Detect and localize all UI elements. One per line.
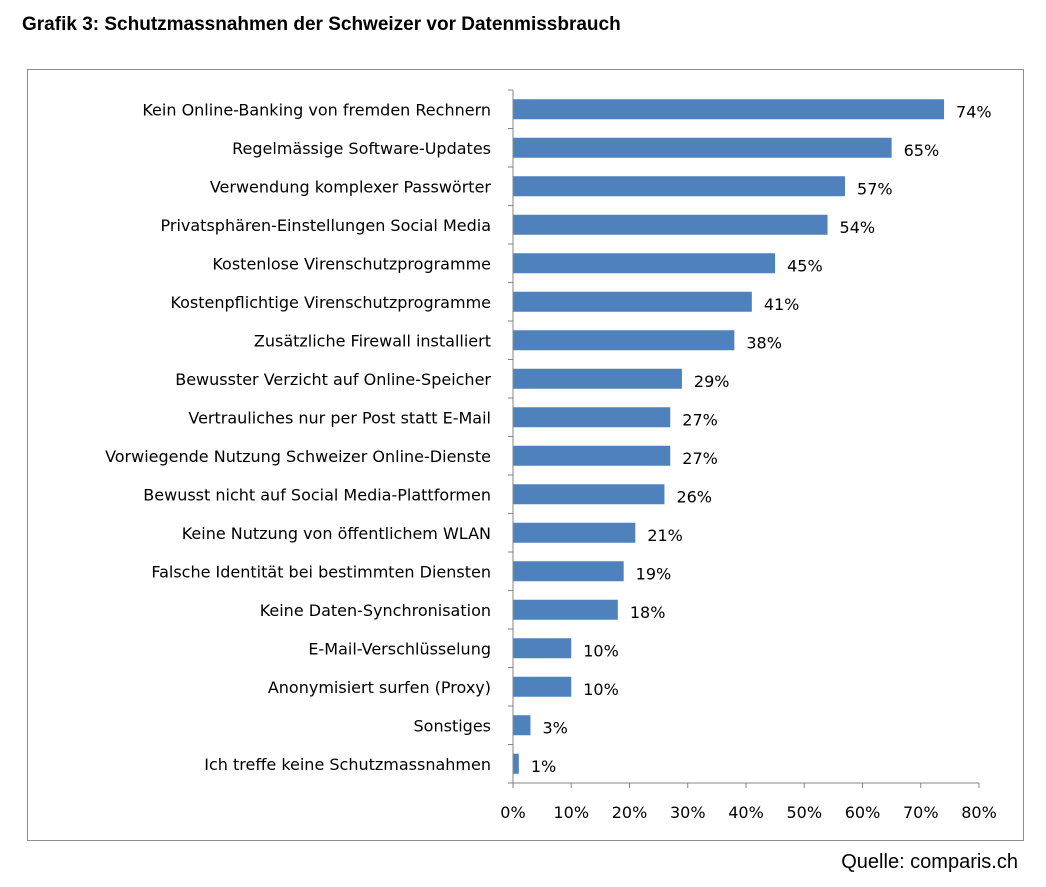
category-label: Vertrauliches nur per Post statt E-Mail [188, 408, 491, 427]
value-label: 38% [746, 333, 782, 352]
value-label: 10% [583, 680, 619, 699]
category-label: Keine Daten-Synchronisation [260, 601, 491, 620]
value-label: 65% [904, 141, 940, 160]
bar [513, 176, 846, 197]
category-label: Privatsphären-Einstellungen Social Media [161, 216, 491, 235]
value-label: 54% [840, 218, 876, 237]
source-note: Quelle: comparis.ch [841, 851, 1018, 873]
bar [513, 407, 671, 428]
bar [513, 253, 776, 274]
bar-chart: Kein Online-Banking von fremden Rechnern… [105, 89, 997, 822]
value-label: 18% [630, 603, 666, 622]
bar [513, 522, 636, 543]
x-tick-label: 60% [845, 803, 881, 822]
value-label: 57% [857, 179, 893, 198]
chart-frame: Kein Online-Banking von fremden Rechnern… [27, 69, 1024, 841]
x-tick-label: 20% [612, 803, 648, 822]
value-label: 19% [636, 564, 672, 583]
x-tick-label: 0% [500, 803, 525, 822]
bar [513, 291, 752, 312]
category-label: Vorwiegende Nutzung Schweizer Online-Die… [105, 447, 491, 466]
category-label: Anonymisiert surfen (Proxy) [268, 678, 491, 697]
bar [513, 99, 945, 120]
bar [513, 638, 572, 659]
page-title: Grafik 3: Schutzmassnahmen der Schweizer… [22, 14, 621, 35]
value-label: 74% [956, 102, 992, 121]
category-label: Zusätzliche Firewall installiert [254, 331, 491, 350]
x-tick-label: 30% [670, 803, 706, 822]
bar [513, 368, 682, 389]
bar [513, 484, 665, 505]
x-tick-label: 80% [961, 803, 997, 822]
bar [513, 753, 519, 774]
value-label: 1% [531, 757, 556, 776]
x-tick-label: 40% [728, 803, 764, 822]
category-label: Bewusster Verzicht auf Online-Speicher [175, 370, 491, 389]
bar [513, 676, 572, 697]
category-label: Kein Online-Banking von fremden Rechnern [142, 100, 491, 119]
category-label: Ich treffe keine Schutzmassnahmen [204, 755, 491, 774]
value-label: 29% [694, 372, 730, 391]
bar [513, 214, 828, 235]
value-label: 27% [682, 449, 718, 468]
value-label: 10% [583, 641, 619, 660]
category-label: Keine Nutzung von öffentlichem WLAN [182, 524, 491, 543]
value-label: 45% [787, 256, 823, 275]
category-label: Sonstiges [414, 716, 491, 735]
x-tick-label: 10% [553, 803, 589, 822]
bar [513, 561, 624, 582]
category-label: Kostenlose Virenschutzprogramme [212, 254, 491, 273]
bar [513, 137, 892, 158]
value-label: 21% [647, 526, 683, 545]
bar [513, 715, 531, 736]
value-label: 41% [764, 295, 800, 314]
x-tick-label: 70% [903, 803, 939, 822]
category-label: Bewusst nicht auf Social Media-Plattform… [143, 485, 491, 504]
category-label: Verwendung komplexer Passwörter [210, 177, 492, 196]
value-label: 3% [542, 718, 567, 737]
value-label: 26% [676, 487, 712, 506]
bar [513, 599, 618, 620]
value-label: 27% [682, 410, 718, 429]
bar [513, 330, 735, 351]
x-tick-label: 50% [786, 803, 822, 822]
category-label: E-Mail-Verschlüsselung [308, 639, 491, 658]
category-label: Falsche Identität bei bestimmten Dienste… [151, 562, 491, 581]
bar [513, 445, 671, 466]
category-label: Regelmässige Software-Updates [232, 139, 491, 158]
category-label: Kostenpflichtige Virenschutzprogramme [170, 293, 491, 312]
